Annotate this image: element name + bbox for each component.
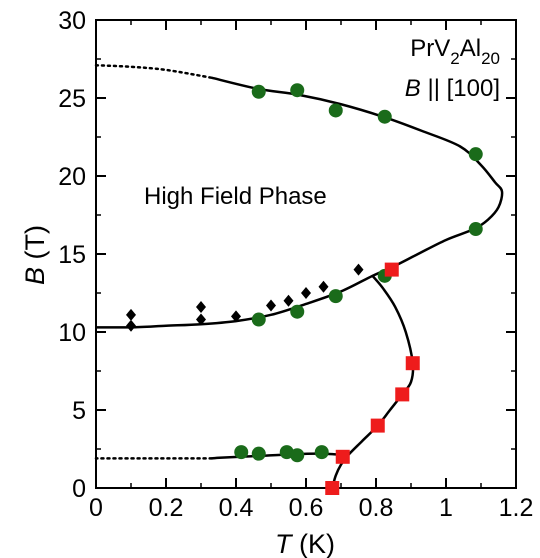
y-tick-label: 0 [72, 475, 86, 503]
x-tick-label: 1.2 [499, 494, 534, 522]
data-point-circle [279, 445, 294, 460]
x-axis-label: T (K) [275, 529, 335, 558]
annotation-field-direction: B || [100] [405, 75, 500, 102]
data-point-diamond [126, 308, 136, 321]
data-point-circle [314, 445, 329, 460]
y-axis-unit: (T) [20, 225, 50, 267]
data-point-square [405, 356, 420, 371]
data-point-circle [468, 147, 483, 162]
y-tick-label: 15 [58, 241, 86, 269]
boundary-curve-extrapolated [94, 63, 213, 79]
x-tick-label: 0.6 [289, 494, 324, 522]
data-point-circle [290, 448, 305, 463]
axes: 0 0.2 0.4 0.6 0.8 1 1.2 0 5 10 15 20 25 30 [58, 7, 533, 522]
data-point-square [370, 418, 385, 433]
y-tick-label: 30 [58, 7, 86, 35]
x-axis-unit: (K) [292, 529, 336, 558]
x-axis-symbol: T [275, 529, 294, 558]
data-point-square [395, 387, 410, 402]
data-markers [126, 83, 483, 495]
data-point-circle [251, 446, 266, 461]
field-symbol: B [405, 75, 421, 102]
data-point-circle [251, 84, 266, 99]
data-point-diamond [196, 301, 206, 314]
data-point-diamond [283, 294, 294, 307]
data-point-circle [328, 103, 343, 118]
y-tick-label: 10 [58, 319, 86, 347]
svg-text:PrV2Al20: PrV2Al20 [410, 35, 500, 68]
data-point-circle [251, 312, 266, 327]
x-tick-label: 0.8 [359, 494, 394, 522]
compound-sub1: 2 [450, 49, 459, 68]
x-tick-label: 0.2 [149, 494, 184, 522]
x-tick-label: 1 [439, 494, 453, 522]
compound-sub2: 20 [481, 49, 500, 68]
y-tick-label: 5 [72, 397, 86, 425]
data-point-diamond [301, 287, 311, 299]
y-axis-symbol: B [20, 267, 50, 285]
y-tick-label: 20 [58, 163, 86, 191]
compound-mid: Al [460, 35, 481, 62]
x-tick-label: 0.4 [219, 494, 254, 522]
y-tick-label: 25 [58, 85, 86, 113]
data-point-diamond [266, 299, 276, 312]
data-point-diamond [231, 310, 241, 323]
x-tick-label: 0 [89, 494, 103, 522]
y-axis-label: B (T) [20, 225, 50, 285]
svg-text:B || [100]: B || [100] [405, 75, 500, 102]
data-point-square [384, 262, 399, 277]
annotation-phase: High Field Phase [144, 183, 327, 210]
data-point-circle [234, 445, 249, 460]
data-point-circle [290, 304, 305, 319]
boundary-curves [94, 63, 504, 489]
data-point-circle [290, 83, 305, 98]
annotation-compound: PrV2Al20 [410, 35, 500, 68]
data-point-diamond [196, 313, 206, 326]
data-point-circle [468, 222, 483, 237]
compound-main: PrV [410, 35, 450, 62]
data-point-circle [328, 289, 343, 304]
data-point-diamond [353, 263, 364, 276]
data-point-square [325, 481, 340, 495]
data-point-diamond [126, 319, 136, 332]
data-point-square [335, 449, 350, 464]
data-point-diamond [318, 280, 329, 293]
field-direction: || [100] [421, 75, 500, 102]
data-point-circle [377, 109, 392, 124]
